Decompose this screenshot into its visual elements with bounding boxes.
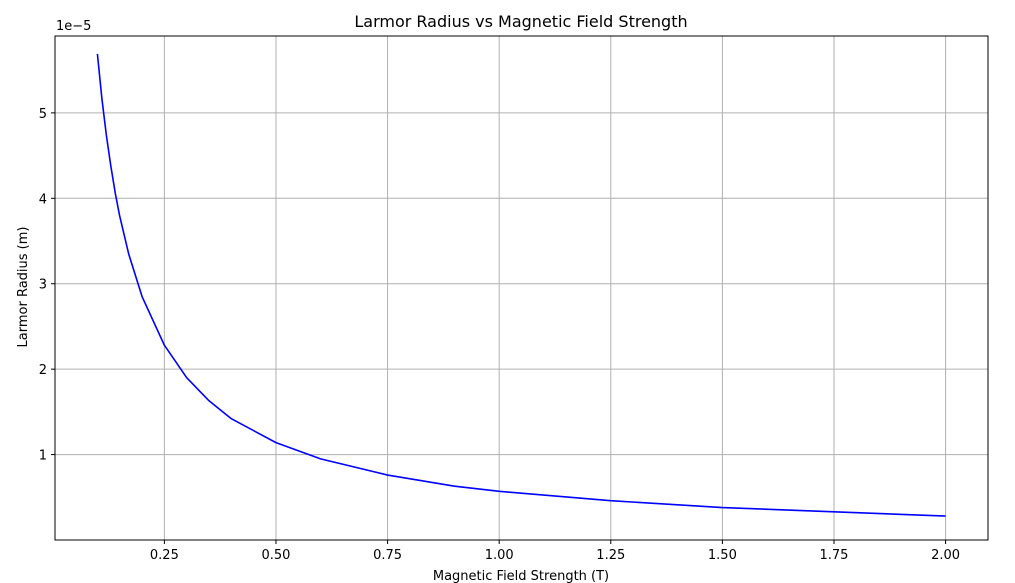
y-tick-label: 3	[39, 278, 47, 293]
plot-frame	[54, 35, 989, 541]
x-tick-label: 1.00	[485, 548, 514, 563]
x-tick-label: 2.00	[931, 548, 960, 563]
x-tick-label: 1.50	[708, 548, 737, 563]
x-tick-label: 1.25	[596, 548, 625, 563]
x-axis-label: Magnetic Field Strength (T)	[433, 569, 609, 583]
chart-title: Larmor Radius vs Magnetic Field Strength	[354, 12, 687, 31]
x-axis: 0.25 0.50 0.75 1.00 1.25 1.50 1.75 2.00	[150, 540, 960, 563]
x-tick-label: 0.50	[261, 548, 290, 563]
y-offset-label: 1e−5	[56, 19, 91, 34]
series-line	[96, 53, 946, 517]
y-tick-label: 2	[39, 363, 47, 378]
x-tick-label: 0.75	[373, 548, 402, 563]
grid	[55, 36, 988, 540]
y-tick-label: 1	[39, 449, 47, 464]
y-axis-label: Larmor Radius (m)	[16, 227, 31, 348]
y-tick-label: 5	[39, 107, 47, 122]
x-tick-label: 0.25	[150, 548, 179, 563]
series-layer	[96, 53, 946, 517]
y-axis: 1 2 3 4 5	[39, 107, 55, 464]
x-tick-label: 1.75	[820, 548, 849, 563]
y-tick-label: 4	[39, 192, 47, 207]
